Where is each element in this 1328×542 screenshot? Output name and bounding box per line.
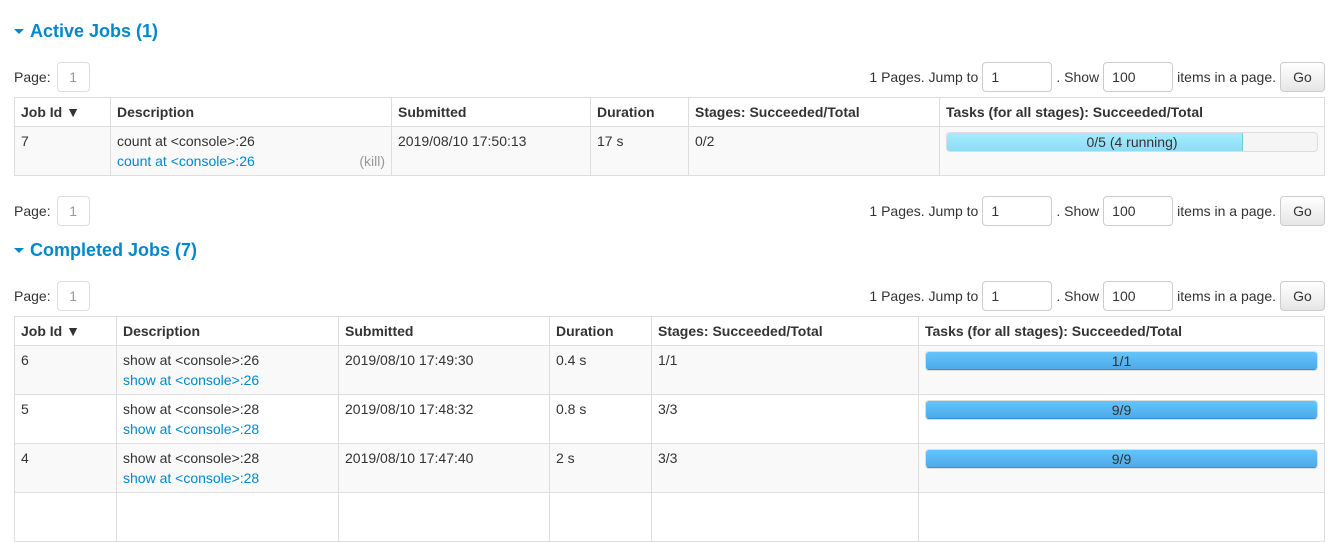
duration: 0.4 s bbox=[549, 345, 652, 395]
active-jobs-heading[interactable]: Active Jobs (1) bbox=[14, 21, 158, 42]
submitted: 2019/08/10 17:47:40 bbox=[338, 443, 550, 493]
column-header-tasks[interactable]: Tasks (for all stages): Succeeded/Total bbox=[918, 316, 1325, 346]
go-button[interactable]: Go bbox=[1280, 281, 1325, 311]
page-number-button[interactable]: 1 bbox=[56, 196, 90, 226]
items-text: items in a page. bbox=[1177, 203, 1276, 219]
description: show at <console>:26 show at <console>:26 bbox=[116, 345, 339, 395]
column-header-stages[interactable]: Stages: Succeeded/Total bbox=[688, 97, 940, 127]
active-jobs-table: Job Id ▼ Description Submitted Duration … bbox=[14, 97, 1325, 176]
job-id: 7 bbox=[14, 126, 111, 176]
completed-jobs-table: Job Id ▼ Description Submitted Duration … bbox=[14, 316, 1325, 542]
job-id: 4 bbox=[14, 443, 117, 493]
page-controls: 1 Pages. Jump to . Show items in a page.… bbox=[869, 196, 1325, 226]
tasks-text: 9/9 bbox=[1111, 402, 1132, 418]
pages-text: 1 Pages. Jump to bbox=[869, 69, 979, 85]
column-header-stages[interactable]: Stages: Succeeded/Total bbox=[651, 316, 919, 346]
tasks-progress-bar: 9/9 bbox=[925, 400, 1318, 420]
go-button[interactable]: Go bbox=[1280, 196, 1325, 226]
page-size-input[interactable] bbox=[1103, 281, 1174, 311]
submitted: 2019/08/10 17:49:30 bbox=[338, 345, 550, 395]
stages: 3/3 bbox=[651, 394, 919, 444]
active-jobs-pager-top: Page: 1 1 Pages. Jump to . Show items in… bbox=[14, 62, 1325, 92]
table-row: 4 show at <console>:28 show at <console>:… bbox=[14, 443, 1325, 493]
job-link[interactable]: show at <console>:26 bbox=[123, 372, 260, 388]
stages: 1/1 bbox=[651, 345, 919, 395]
show-text: . Show bbox=[1056, 288, 1100, 304]
show-text: . Show bbox=[1056, 69, 1100, 85]
column-header-description[interactable]: Description bbox=[110, 97, 392, 127]
pages-text: 1 Pages. Jump to bbox=[869, 288, 979, 304]
job-id: 5 bbox=[14, 394, 117, 444]
duration: 17 s bbox=[590, 126, 689, 176]
show-text: . Show bbox=[1056, 203, 1100, 219]
column-header-job-id[interactable]: Job Id ▼ bbox=[14, 316, 117, 346]
succeeded-fill bbox=[926, 352, 1317, 370]
page-label: Page: bbox=[14, 69, 51, 85]
jump-to-page-input[interactable] bbox=[982, 281, 1053, 311]
succeeded-fill bbox=[926, 450, 1317, 468]
column-header-submitted[interactable]: Submitted bbox=[338, 316, 550, 346]
collapse-caret-icon bbox=[14, 248, 24, 253]
tasks-progress-bar: 0/5 (4 running) bbox=[946, 132, 1318, 152]
completed-jobs-pager-top: Page: 1 1 Pages. Jump to . Show items in… bbox=[14, 281, 1325, 311]
job-link[interactable]: show at <console>:28 bbox=[123, 470, 260, 486]
page-size-input[interactable] bbox=[1103, 196, 1174, 226]
items-text: items in a page. bbox=[1177, 69, 1276, 85]
column-header-duration[interactable]: Duration bbox=[549, 316, 652, 346]
column-header-submitted[interactable]: Submitted bbox=[391, 97, 591, 127]
tasks-text: 1/1 bbox=[1111, 353, 1132, 369]
duration: 2 s bbox=[549, 443, 652, 493]
stages: 3/3 bbox=[651, 443, 919, 493]
column-header-duration[interactable]: Duration bbox=[590, 97, 689, 127]
tasks-text: 9/9 bbox=[1111, 451, 1132, 467]
stages: 0/2 bbox=[688, 126, 940, 176]
kill-link[interactable]: (kill) bbox=[359, 153, 385, 169]
table-row bbox=[14, 492, 1325, 542]
table-row: 5 show at <console>:28 show at <console>:… bbox=[14, 394, 1325, 444]
page-size-input[interactable] bbox=[1103, 62, 1174, 92]
pages-text: 1 Pages. Jump to bbox=[869, 203, 979, 219]
tasks-progress-bar: 9/9 bbox=[925, 449, 1318, 469]
description: show at <console>:28 show at <console>:28 bbox=[116, 394, 339, 444]
tasks-progress-bar: 1/1 bbox=[925, 351, 1318, 371]
completed-jobs-heading[interactable]: Completed Jobs (7) bbox=[14, 240, 197, 261]
job-id: 6 bbox=[14, 345, 117, 395]
column-header-description[interactable]: Description bbox=[116, 316, 339, 346]
jump-to-page-input[interactable] bbox=[982, 62, 1053, 92]
description-text: show at <console>:28 bbox=[123, 450, 260, 466]
items-text: items in a page. bbox=[1177, 288, 1276, 304]
page-controls: 1 Pages. Jump to . Show items in a page.… bbox=[869, 281, 1325, 311]
description: count at <console>:26 (kill) count at <con… bbox=[110, 126, 392, 176]
tasks-text: 0/5 (4 running) bbox=[1086, 134, 1178, 150]
submitted: 2019/08/10 17:48:32 bbox=[338, 394, 550, 444]
description: show at <console>:28 show at <console>:28 bbox=[116, 443, 339, 493]
column-header-job-id[interactable]: Job Id ▼ bbox=[14, 97, 111, 127]
submitted: 2019/08/10 17:50:13 bbox=[391, 126, 591, 176]
active-jobs-pager-bottom: Page: 1 1 Pages. Jump to . Show items in… bbox=[14, 196, 1325, 226]
jump-to-page-input[interactable] bbox=[982, 196, 1053, 226]
go-button[interactable]: Go bbox=[1280, 62, 1325, 92]
page-label: Page: bbox=[14, 203, 51, 219]
description-text: show at <console>:26 bbox=[123, 352, 260, 368]
running-fill bbox=[947, 133, 1243, 151]
page-controls: 1 Pages. Jump to . Show items in a page.… bbox=[869, 62, 1325, 92]
table-row: 7 count at <console>:26 (kill) count at <c… bbox=[14, 126, 1325, 176]
description-text: count at <console>:26 bbox=[117, 133, 255, 149]
succeeded-fill bbox=[926, 401, 1317, 419]
page-number-button[interactable]: 1 bbox=[56, 62, 90, 92]
column-header-tasks[interactable]: Tasks (for all stages): Succeeded/Total bbox=[939, 97, 1325, 127]
collapse-caret-icon bbox=[14, 29, 24, 34]
page-number-button[interactable]: 1 bbox=[56, 281, 90, 311]
table-row: 6 show at <console>:26 show at <console>:… bbox=[14, 345, 1325, 395]
description-text: show at <console>:28 bbox=[123, 401, 260, 417]
page-label: Page: bbox=[14, 288, 51, 304]
duration: 0.8 s bbox=[549, 394, 652, 444]
job-link[interactable]: count at <console>:26 bbox=[117, 153, 255, 169]
job-link[interactable]: show at <console>:28 bbox=[123, 421, 260, 437]
